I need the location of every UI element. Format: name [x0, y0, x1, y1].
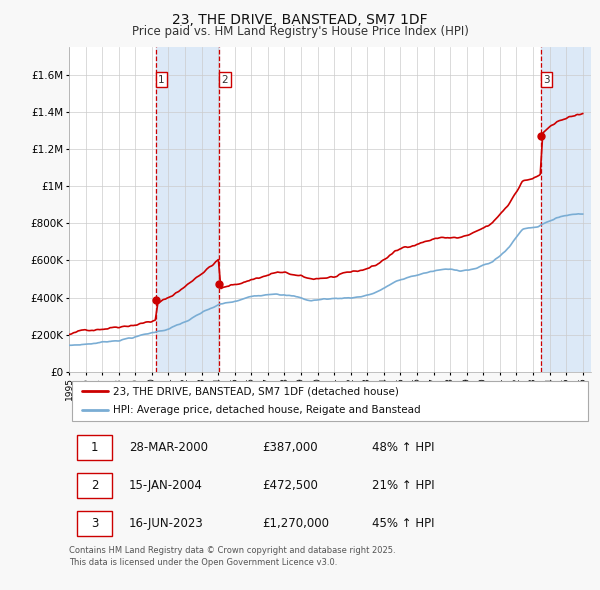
Text: 23, THE DRIVE, BANSTEAD, SM7 1DF: 23, THE DRIVE, BANSTEAD, SM7 1DF: [172, 13, 428, 27]
Text: 2: 2: [221, 75, 228, 84]
Text: Price paid vs. HM Land Registry's House Price Index (HPI): Price paid vs. HM Land Registry's House …: [131, 25, 469, 38]
Text: Contains HM Land Registry data © Crown copyright and database right 2025.
This d: Contains HM Land Registry data © Crown c…: [69, 546, 395, 566]
Text: 21% ↑ HPI: 21% ↑ HPI: [372, 478, 434, 492]
Text: 2: 2: [91, 478, 98, 492]
Bar: [541, 47, 591, 372]
Bar: [155, 47, 219, 372]
Text: 3: 3: [543, 75, 550, 84]
Text: 1: 1: [91, 441, 98, 454]
Text: 16-JUN-2023: 16-JUN-2023: [129, 517, 204, 530]
Text: 23, THE DRIVE, BANSTEAD, SM7 1DF (detached house): 23, THE DRIVE, BANSTEAD, SM7 1DF (detach…: [113, 386, 399, 396]
FancyBboxPatch shape: [77, 510, 112, 536]
Text: £387,000: £387,000: [262, 441, 318, 454]
Text: 45% ↑ HPI: 45% ↑ HPI: [372, 517, 434, 530]
Text: 48% ↑ HPI: 48% ↑ HPI: [372, 441, 434, 454]
FancyBboxPatch shape: [71, 381, 589, 421]
Text: £1,270,000: £1,270,000: [262, 517, 329, 530]
Text: 15-JAN-2004: 15-JAN-2004: [129, 478, 203, 492]
Text: 3: 3: [91, 517, 98, 530]
Text: HPI: Average price, detached house, Reigate and Banstead: HPI: Average price, detached house, Reig…: [113, 405, 421, 415]
Text: 28-MAR-2000: 28-MAR-2000: [129, 441, 208, 454]
Text: 1: 1: [158, 75, 165, 84]
FancyBboxPatch shape: [77, 473, 112, 498]
Text: £472,500: £472,500: [262, 478, 318, 492]
FancyBboxPatch shape: [77, 435, 112, 460]
